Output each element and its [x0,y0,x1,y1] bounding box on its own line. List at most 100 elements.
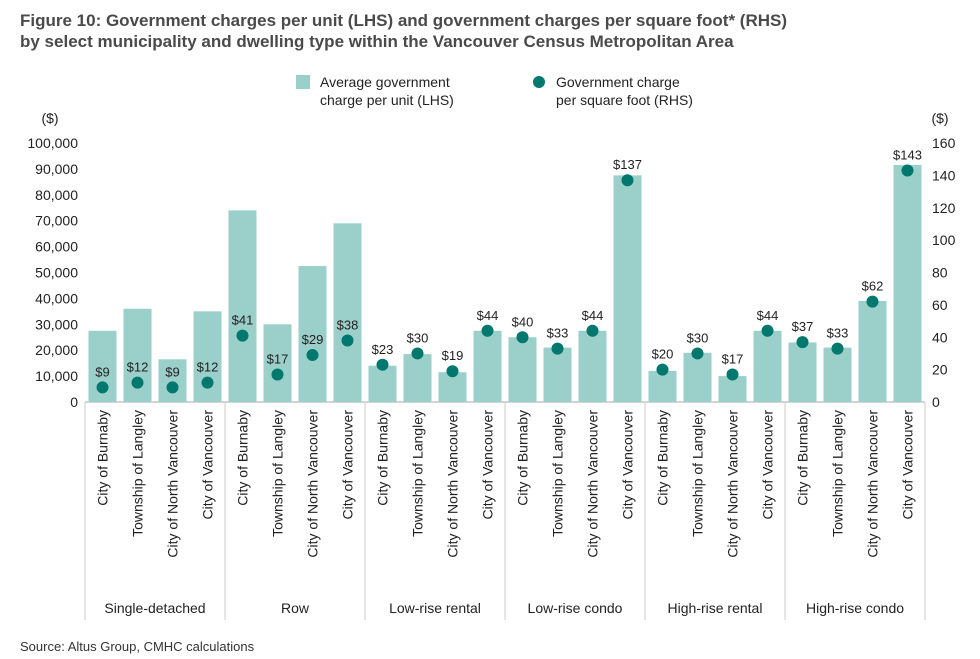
title-line-1: Figure 10: Government charges per unit (… [20,11,788,30]
bar-per-unit [298,266,327,402]
dot-per-sqft [481,324,494,337]
data-label: $12 [127,360,149,375]
category-label: City of Burnaby [95,410,111,506]
dot-per-sqft [691,347,704,360]
bar-per-unit [508,337,537,402]
bar-per-unit [578,330,607,402]
dot-per-sqft [726,368,739,381]
bar-per-unit [893,165,922,402]
dot-per-sqft [621,174,634,187]
dot-per-sqft [236,329,249,342]
data-label: $41 [232,313,254,328]
bar-per-unit [613,175,642,402]
chart-title: Figure 10: Government charges per unit (… [20,10,787,52]
dot-per-sqft [656,363,669,376]
legend-dot-label-2: per square foot (RHS) [556,92,693,108]
left-tick-label: 70,000 [35,213,78,229]
left-axis-unit: ($) [41,110,58,126]
dot-per-sqft [271,368,284,381]
dot-per-sqft [131,376,144,389]
dot-per-sqft [551,342,564,355]
left-tick-label: 20,000 [35,342,78,358]
data-label: $29 [302,332,324,347]
dot-per-sqft [166,381,179,394]
group-label: High-rise rental [668,600,763,616]
bar-per-unit [683,352,712,402]
data-label: $9 [165,364,179,379]
bar-per-unit [368,365,397,402]
dot-per-sqft [796,336,809,349]
dot-per-sqft [761,324,774,337]
right-tick-label: 60 [932,297,948,313]
data-label: $40 [512,314,534,329]
data-label: $137 [613,157,642,172]
title-line-2: by select municipality and dwelling type… [20,32,734,51]
dot-per-sqft [446,365,459,378]
right-tick-label: 100 [932,232,956,248]
dot-per-sqft [411,347,424,360]
dot-per-sqft [516,331,529,344]
category-label: City of North Vancouver [445,410,461,558]
data-label: $44 [582,308,604,323]
left-tick-label: 10,000 [35,368,78,384]
data-label: $33 [827,326,849,341]
bar-per-unit [158,359,187,402]
dot-per-sqft [376,358,389,371]
category-label: City of North Vancouver [165,410,181,558]
data-label: $30 [407,330,429,345]
category-label: Township of Langley [690,410,706,537]
dot-per-sqft [831,342,844,355]
category-label: City of North Vancouver [305,410,321,558]
category-label: Township of Langley [270,410,286,537]
category-label: Township of Langley [410,410,426,537]
left-tick-label: 60,000 [35,239,78,255]
group-label: Low-rise rental [389,600,481,616]
legend-bar-swatch [296,75,310,89]
data-label: $17 [267,351,289,366]
category-label: City of Burnaby [235,410,251,506]
right-tick-label: 20 [932,362,948,378]
left-tick-label: 80,000 [35,187,78,203]
bar-per-unit [263,324,292,402]
left-tick-label: 90,000 [35,161,78,177]
dot-per-sqft [306,349,319,362]
legend-bar-label-1: Average government [320,74,450,90]
category-label: City of North Vancouver [865,410,881,558]
data-label: $44 [757,308,779,323]
dot-per-sqft [866,295,879,308]
category-label: City of Vancouver [340,410,356,520]
right-tick-label: 140 [932,167,956,183]
data-label: $20 [652,347,674,362]
category-label: Township of Langley [550,410,566,537]
category-label: City of Vancouver [760,410,776,520]
right-tick-label: 160 [932,135,956,151]
group-label: Single-detached [104,600,205,616]
right-tick-label: 120 [932,200,956,216]
bar-per-unit [403,354,432,402]
left-tick-label: 100,000 [27,135,78,151]
category-label: City of Burnaby [655,410,671,506]
data-label: $62 [862,279,884,294]
bar-per-unit [858,300,887,402]
data-label: $30 [687,330,709,345]
legend-dot-swatch [533,76,545,88]
data-label: $12 [197,360,219,375]
data-label: $9 [95,364,109,379]
source-note: Source: Altus Group, CMHC calculations [20,639,255,654]
category-label: Township of Langley [130,410,146,537]
left-tick-label: 0 [70,394,78,410]
legend-bar-label-2: charge per unit (LHS) [320,92,454,108]
data-label: $33 [547,326,569,341]
dot-per-sqft [586,324,599,337]
bar-per-unit [543,347,572,402]
data-label: $44 [477,308,499,323]
dot-per-sqft [341,334,354,347]
category-label: City of Burnaby [375,410,391,506]
bar-per-unit [228,210,257,402]
group-label: Row [281,600,310,616]
category-label: City of Burnaby [795,410,811,506]
left-tick-label: 50,000 [35,265,78,281]
category-label: City of Vancouver [480,410,496,520]
